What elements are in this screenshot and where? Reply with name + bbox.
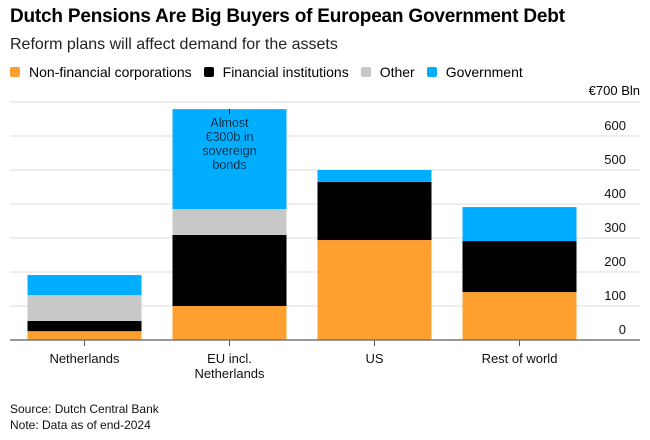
bar-segment [317,181,432,241]
bar-segment [172,234,287,306]
bar-segment [172,109,287,210]
chart-title: Dutch Pensions Are Big Buyers of Europea… [10,6,565,27]
y-tick-label: 400 [604,186,626,201]
legend-item-government: Government [426,64,523,80]
bar-segment [172,306,287,340]
bar-segment [317,240,432,340]
bar-segment [462,207,577,242]
annotation-text: sovereign [202,144,256,158]
legend-label: Non-financial corporations [29,64,192,80]
bar-segment [27,275,142,296]
legend-swatch [203,67,214,77]
x-tick-label: US [365,351,383,366]
chart-subtitle: Reform plans will affect demand for the … [10,36,338,53]
bar-segment [172,209,287,235]
bar-segment [317,170,432,182]
annotation-text: Almost [210,116,249,130]
legend-swatch [360,67,371,77]
source-note: Source: Dutch Central Bank [10,402,159,416]
legend: Non-financial corporations Financial ins… [10,64,535,80]
annotation-text: €300b in [206,130,254,144]
legend-swatch [426,67,437,77]
x-tick-label: Netherlands [49,351,120,366]
bar-segment [462,292,577,340]
y-axis-unit-label: €700 Bln [588,83,640,98]
x-tick-label: EU incl. [207,351,252,366]
x-tick-label: Netherlands [194,366,265,381]
legend-label: Government [445,64,523,80]
legend-label: Other [379,64,415,80]
y-tick-label: 600 [604,118,626,133]
footnote: Note: Data as of end-2024 [10,418,151,432]
annotation-text: bonds [212,158,246,172]
legend-label: Financial institutions [222,64,349,80]
y-tick-label: 0 [619,322,626,337]
x-tick-label: Rest of world [482,351,558,366]
y-tick-label: 300 [604,220,626,235]
bar-segment [27,320,142,332]
y-tick-label: 500 [604,152,626,167]
bar-segment [462,241,577,293]
legend-item-financial: Financial institutions [203,64,349,80]
bar-segment [27,331,142,340]
legend-item-non-financial: Non-financial corporations [10,64,192,80]
y-tick-label: 100 [604,288,626,303]
legend-item-other: Other [360,64,415,80]
legend-swatch [10,67,20,77]
bar-segment [27,295,142,321]
y-tick-label: 200 [604,254,626,269]
